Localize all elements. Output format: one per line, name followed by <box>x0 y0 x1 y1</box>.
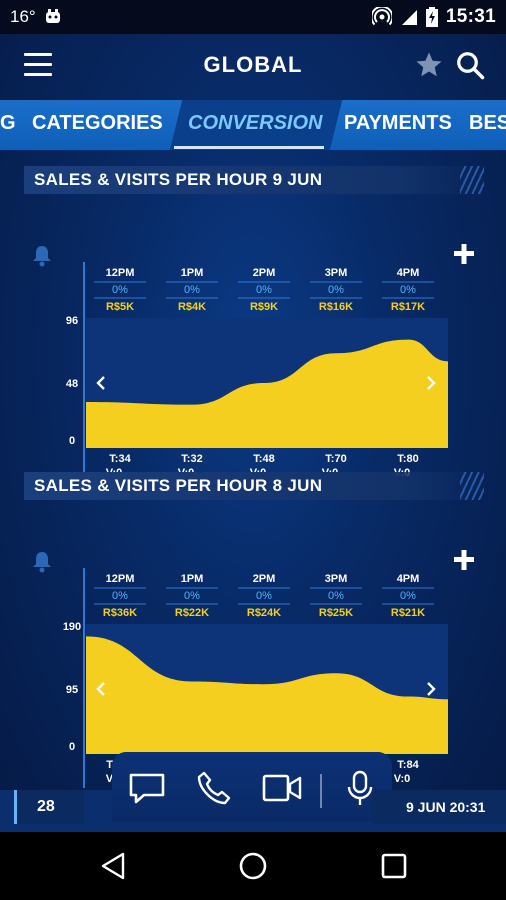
signal-icon <box>401 10 417 25</box>
conversion-value: 0% <box>112 284 128 296</box>
chevron-right-icon[interactable] <box>427 376 436 390</box>
sales-value: R$24K <box>247 607 281 619</box>
sales-area-series <box>86 339 448 448</box>
sales-value: R$9K <box>250 301 278 313</box>
hour-label: 4PM <box>397 573 420 585</box>
hour-label: 3PM <box>325 573 348 585</box>
back-icon[interactable] <box>100 852 126 880</box>
sales-value: R$25K <box>319 607 353 619</box>
tab-conversion[interactable]: CONVERSION <box>188 112 323 134</box>
conversion-value: 0% <box>112 590 128 602</box>
sales-value: R$36K <box>103 607 137 619</box>
bell-icon[interactable] <box>33 246 51 267</box>
add-icon[interactable] <box>454 244 474 264</box>
hour-label: 2PM <box>253 267 276 279</box>
sales-value: R$4K <box>178 301 206 313</box>
total-visits-label: T:32 <box>181 453 202 465</box>
chevron-left-icon[interactable] <box>96 376 105 390</box>
page-title: GLOBAL <box>203 52 303 77</box>
count-value: 28 <box>37 798 55 815</box>
conversion-value: 0% <box>184 590 200 602</box>
conversion-value: 0% <box>184 284 200 296</box>
clock: 15:31 <box>445 6 496 27</box>
conversion-value: 0% <box>400 590 416 602</box>
sales-value: R$21K <box>391 607 425 619</box>
datetime-value: 9 JUN 20:31 <box>406 799 486 815</box>
total-visits-label: T:48 <box>253 453 274 465</box>
tab-bar: G CATEGORIES CONVERSION PAYMENTS BES <box>0 100 506 150</box>
total-visits-label: T:80 <box>397 453 418 465</box>
chart-title-2: SALES & VISITS PER HOUR 8 JUN <box>24 472 484 500</box>
bell-icon[interactable] <box>33 552 51 573</box>
sales-value: R$5K <box>106 301 134 313</box>
home-icon[interactable] <box>238 851 268 881</box>
y-tick-label: 0 <box>69 741 75 753</box>
sales-value: R$22K <box>175 607 209 619</box>
hour-label: 1PM <box>181 573 204 585</box>
total-visits-label: T:70 <box>325 453 346 465</box>
menu-icon[interactable] <box>24 53 52 77</box>
notification-icon <box>45 9 60 23</box>
app-screen: GLOBAL G CATEGORIES CONVERSION PAYMENTS … <box>0 34 506 832</box>
active-tab-underline <box>174 146 324 149</box>
search-icon[interactable] <box>455 50 485 80</box>
phone-icon[interactable] <box>196 770 232 806</box>
tab-partial-right[interactable]: BES <box>469 112 506 134</box>
sales-value: R$16K <box>319 301 353 313</box>
temperature: 16° <box>10 7 36 26</box>
y-tick-label: 48 <box>66 378 78 390</box>
microphone-icon[interactable] <box>346 770 374 808</box>
total-visits-label: T:34 <box>109 453 131 465</box>
conversion-value: 0% <box>256 284 272 296</box>
add-icon[interactable] <box>454 550 474 570</box>
conversion-value: 0% <box>328 284 344 296</box>
hour-label: 3PM <box>325 267 348 279</box>
sales-value: R$17K <box>391 301 425 313</box>
chart-title-1: SALES & VISITS PER HOUR 9 JUN <box>24 166 484 194</box>
dock-divider <box>320 774 322 808</box>
sales-area-series <box>86 636 448 754</box>
chat-icon[interactable] <box>128 772 166 806</box>
visits-label: V:0 <box>394 773 411 785</box>
battery-icon <box>425 7 438 27</box>
total-visits-label: T:84 <box>397 759 419 771</box>
hour-label: 1PM <box>181 267 204 279</box>
chevron-left-icon[interactable] <box>96 682 105 696</box>
hour-label: 12PM <box>106 267 135 279</box>
count-badge: 28 <box>14 790 84 824</box>
recents-icon[interactable] <box>380 852 408 880</box>
action-dock <box>0 752 506 832</box>
video-icon[interactable] <box>262 772 302 804</box>
top-bar: GLOBAL <box>0 34 506 98</box>
tab-categories[interactable]: CATEGORIES <box>32 112 163 134</box>
hourly-chart-1: 9648012PM0%R$5KT:34V:01PM0%R$4KT:32V:02P… <box>33 244 474 482</box>
tab-payments[interactable]: PAYMENTS <box>344 112 452 134</box>
y-tick-label: 95 <box>66 684 78 696</box>
hourly-chart-2: 19095012PM0%R$36KT:158V:01PM0%R$22KT:106… <box>33 550 474 788</box>
chart-title-text: SALES & VISITS PER HOUR 8 JUN <box>34 476 323 495</box>
footer-datetime: 9 JUN 20:31 <box>372 790 506 824</box>
chart-title-text: SALES & VISITS PER HOUR 9 JUN <box>34 170 323 189</box>
conversion-value: 0% <box>256 590 272 602</box>
hour-label: 4PM <box>397 267 420 279</box>
hour-label: 2PM <box>253 573 276 585</box>
tab-partial-left[interactable]: G <box>0 112 16 134</box>
y-tick-label: 190 <box>63 621 81 633</box>
y-tick-label: 0 <box>69 435 75 447</box>
hour-label: 12PM <box>106 573 135 585</box>
conversion-value: 0% <box>400 284 416 296</box>
chevron-right-icon[interactable] <box>427 682 436 696</box>
star-icon[interactable] <box>414 50 444 80</box>
hotspot-icon <box>371 7 392 26</box>
y-tick-label: 96 <box>66 315 78 327</box>
conversion-value: 0% <box>328 590 344 602</box>
android-nav-bar <box>0 832 506 900</box>
status-bar: 16° 15:31 <box>0 0 506 34</box>
